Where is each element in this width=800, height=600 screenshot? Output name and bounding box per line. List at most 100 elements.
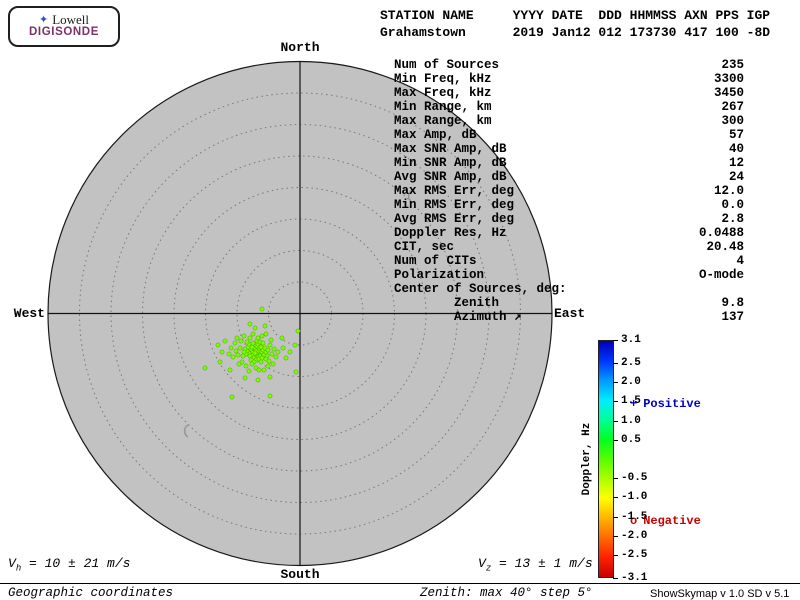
stat-label: Avg RMS Err, deg [394,212,515,226]
header-column-titles: STATION NAME YYYY DATE DDD HHMMSS AXN PP… [380,8,771,23]
logo-name-row: ✦ Lowell [39,13,89,26]
source-dot [295,328,301,334]
colorbar-tick-label: 3.1 [621,334,641,346]
colorbar-tick-mark [613,363,618,365]
lowell-digisonde-logo: ✦ Lowell DIGISONDE [8,6,120,47]
legend-negative-label: Negative [643,514,701,528]
stat-row: Polarization O-mode [394,268,744,282]
colorbar-tick-mark [613,516,618,518]
source-dot [243,363,249,369]
colorbar-tick-mark [613,554,618,556]
stat-label: Max Freq, kHz [394,86,492,100]
stat-value: 235 [721,58,744,72]
stat-label: Max SNR Amp, dB [394,142,507,156]
source-dot [229,394,235,400]
stat-label: Max RMS Err, deg [394,184,515,198]
source-dot [270,361,276,367]
stat-label: Avg SNR Amp, dB [394,170,507,184]
coordinate-system-label: Geographic coordinates [8,586,174,600]
source-dot [258,359,264,365]
source-dot [247,321,253,327]
stat-value: 3300 [713,72,744,86]
stat-value: 267 [721,100,744,114]
stat-value: 300 [721,114,744,128]
source-dot [259,306,265,312]
source-dot [247,353,253,359]
source-dot [273,354,279,360]
colorbar-tick-mark [613,478,618,480]
colorbar-tick-label: 0.5 [621,433,641,446]
stat-label: Max Amp, dB [394,128,477,142]
source-dot [217,359,223,365]
stat-value: 12.0 [713,184,744,198]
source-dot [241,333,247,339]
source-dot [266,358,272,364]
colorbar-tick-label: 2.5 [621,357,641,370]
stat-row: Max Range, km 300 [394,114,744,128]
colorbar-tick-label: 2.0 [621,376,641,389]
stat-row: Min RMS Err, deg 0.0 [394,198,744,212]
source-dot [230,354,236,360]
stat-row: Max Amp, dB 57 [394,128,744,142]
colorbar-tick-label: -3.1 [621,572,648,584]
crescent-marker [183,424,189,438]
colorbar-title: Doppler, Hz [581,422,593,496]
stat-row: Min SNR Amp, dB 12 [394,156,744,170]
compass-west-label: West [13,306,45,321]
stat-row: Center of Sources, deg: [394,282,744,296]
station-header: STATION NAME YYYY DATE DDD HHMMSS AXN PP… [380,7,770,41]
source-dot [279,335,285,341]
stat-row: Max SNR Amp, dB 40 [394,142,744,156]
zenith-range-label: Zenith: max 40° step 5° [420,586,593,600]
vz-symbol: V [478,556,486,571]
source-dot [267,342,273,348]
stat-value: 0.0488 [698,226,744,240]
stat-value: 3450 [713,86,744,100]
source-dot [228,345,234,351]
source-dot [250,340,256,346]
colorbar-tick-label: -2.0 [621,529,648,542]
stat-row: Min Range, km 267 [394,100,744,114]
legend-negative: o Negative [630,514,701,528]
source-dot [262,323,268,329]
stat-label: Min RMS Err, deg [394,198,515,212]
source-dot [256,367,262,373]
source-dot [219,349,225,355]
stat-label: Num of Sources [394,58,500,72]
colorbar-tick-mark [613,535,618,537]
source-dot [271,346,277,352]
stat-row: Doppler Res, Hz 0.0488 [394,226,744,240]
stat-value: 57 [728,128,744,142]
source-dot [263,331,269,337]
source-dot [234,335,240,341]
source-dot [255,335,261,341]
stat-label: Polarization [394,268,485,282]
source-dot [235,352,241,358]
stat-label: Azimuth ↗ [394,310,522,324]
stat-label: Min SNR Amp, dB [394,156,507,170]
source-dot [240,353,246,359]
source-dot [267,374,273,380]
horizontal-velocity-label: Vh = 10 ± 21 m/s [8,556,130,574]
plus-marker-icon: + [630,397,638,411]
vz-subscript: z [485,563,492,574]
stat-value: 20.48 [706,240,744,254]
compass-north-label: North [280,40,320,55]
legend-positive: + Positive [630,397,701,411]
source-dot [259,333,265,339]
source-dot [250,331,256,337]
stats-panel: Num of Sources 235 Min Freq, kHz 3300 Max Fr… [394,58,744,324]
source-dot [246,368,252,374]
stat-label: Center of Sources, deg: [394,282,567,296]
colorbar [598,340,614,578]
stat-value: 0.0 [721,198,744,212]
stat-value: 24 [728,170,744,184]
source-dot [267,393,273,399]
source-dot [252,350,258,356]
colorbar-tick-label: 1.5 [621,395,641,408]
source-dot [237,345,243,351]
source-dot [293,369,299,375]
source-dot [236,361,242,367]
